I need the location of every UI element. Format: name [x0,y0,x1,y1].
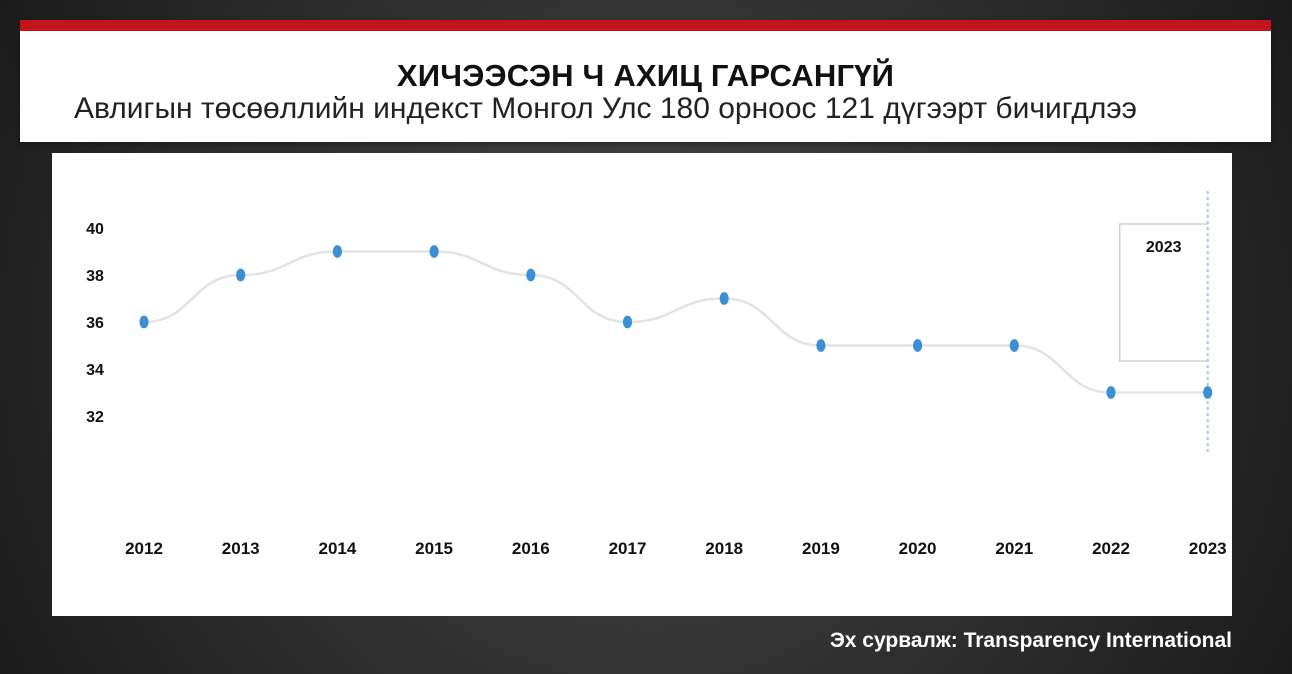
x-tick-label: 2022 [1092,539,1130,558]
data-point [1106,386,1116,399]
x-tick-label: 2016 [512,539,550,558]
accent-stripe [20,20,1271,31]
y-tick-label: 38 [86,268,104,285]
y-tick-label: 34 [86,362,104,379]
data-point [526,268,536,282]
chart-panel: 40 38 36 34 32 2012 2013 2014 2015 2016 2017 2018 20… [52,153,1232,616]
data-point [236,268,246,282]
x-tick-label: 2021 [995,539,1033,558]
x-tick-label: 2013 [222,539,260,558]
x-tick-label: 2023 [1189,539,1227,558]
y-tick-label: 32 [86,409,104,426]
x-tick-label: 2012 [125,539,163,558]
header-panel: ХИЧЭЭСЭН Ч АХИЦ ГАРСАНГҮЙ Авлигын төсөөл… [20,20,1271,142]
series-line [143,250,1208,394]
page-title: ХИЧЭЭСЭН Ч АХИЦ ГАРСАНГҮЙ [396,58,895,93]
data-point [816,339,826,352]
data-point [429,245,439,258]
source-credit: Эх сурвалж: Transparency International [829,629,1232,652]
data-point [719,292,729,305]
highlight-callout-box [1118,223,1208,362]
line-chart: 40 38 36 34 32 2012 2013 2014 2015 2016 2017 2018 20… [86,191,1227,558]
data-point [622,315,633,329]
y-tick-label: 36 [86,315,104,332]
x-tick-label: 2014 [318,539,356,558]
y-tick-label: 40 [86,221,104,238]
data-point [139,315,149,329]
x-tick-label: 2020 [899,539,937,558]
highlight-callout-label: 2023 [1146,239,1182,256]
x-tick-label: 2015 [415,539,453,558]
x-tick-label: 2019 [802,539,840,558]
data-point [913,339,923,352]
page-subtitle: Авлигын төсөөллийн индекст Монгол Улс 18… [74,92,1137,125]
data-point [1009,339,1019,352]
x-tick-label: 2017 [609,539,647,558]
data-point [332,245,342,258]
data-point [1203,386,1213,399]
x-tick-label: 2018 [705,539,743,558]
